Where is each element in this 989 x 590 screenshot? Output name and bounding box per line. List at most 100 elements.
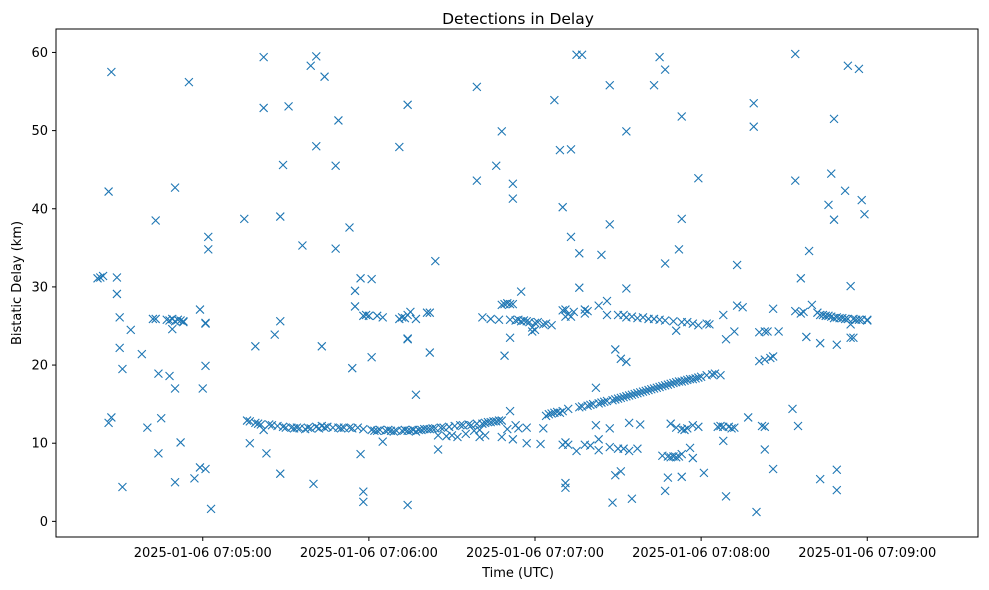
data-point-x-marker [580, 305, 590, 314]
data-point-x-marker [336, 423, 346, 433]
x-axis-label: Time (UTC) [481, 566, 554, 581]
data-point-x-marker [383, 425, 393, 435]
data-point-x-marker [641, 386, 651, 396]
data-point-x-marker [353, 423, 363, 432]
data-point-x-marker [345, 223, 354, 232]
data-point-x-marker [824, 311, 833, 321]
y-tick-label: 10 [31, 437, 48, 452]
data-point-x-marker [619, 392, 628, 402]
data-point-x-marker [106, 413, 116, 422]
data-point-x-marker [743, 413, 753, 422]
data-point-x-marker [688, 420, 698, 430]
data-point-x-marker [530, 318, 540, 328]
data-point-x-marker [522, 438, 532, 448]
data-point-x-marker [716, 421, 725, 431]
data-point-x-marker [245, 438, 255, 448]
data-point-x-marker [702, 319, 712, 329]
data-point-x-marker [112, 273, 122, 282]
x-tick-label: 2025-01-06 07:06:00 [300, 546, 438, 561]
data-point-x-marker [849, 333, 858, 343]
data-point-x-marker [563, 404, 573, 414]
data-point-x-marker [115, 312, 125, 322]
data-point-x-marker [862, 315, 872, 325]
data-point-x-marker [718, 310, 728, 320]
data-point-x-marker [846, 281, 856, 291]
data-point-x-marker [533, 317, 543, 327]
data-point-x-marker [585, 441, 595, 450]
y-tick-label: 50 [31, 124, 48, 139]
data-point-x-marker [860, 209, 869, 219]
data-point-x-marker [309, 479, 318, 489]
data-point-x-marker [406, 307, 415, 317]
data-point-x-marker [857, 195, 867, 205]
data-point-x-marker [621, 357, 631, 367]
data-point-x-marker [154, 448, 163, 458]
data-point-x-marker [167, 324, 177, 334]
data-point-x-marker [660, 380, 670, 390]
data-point-x-marker [190, 473, 199, 483]
data-point-x-marker [765, 353, 775, 363]
data-point-x-marker [677, 214, 687, 224]
data-point-x-marker [602, 310, 612, 320]
data-point-x-marker [198, 384, 208, 393]
data-point-x-marker [624, 391, 634, 400]
data-point-x-marker [558, 305, 568, 315]
data-point-x-marker [455, 420, 465, 430]
data-point-x-marker [655, 52, 664, 62]
data-point-x-marker [696, 372, 706, 382]
data-point-x-marker [104, 187, 113, 196]
data-point-x-marker [478, 419, 487, 429]
data-point-x-marker [627, 390, 637, 400]
data-point-x-marker [184, 77, 194, 87]
data-point-x-marker [721, 334, 731, 344]
data-point-x-marker [799, 307, 808, 317]
data-point-x-marker [732, 301, 742, 311]
data-point-x-marker [801, 332, 811, 342]
data-point-x-marker [112, 289, 122, 299]
data-point-x-marker [605, 442, 615, 452]
data-point-x-marker [358, 424, 368, 434]
data-point-x-marker [627, 312, 637, 321]
data-point-x-marker [655, 382, 664, 392]
data-point-x-marker [270, 330, 280, 339]
data-point-x-marker [176, 438, 185, 447]
data-point-x-marker [411, 427, 421, 436]
data-point-x-marker [677, 449, 687, 459]
data-point-x-marker [633, 444, 642, 454]
data-point-x-marker [732, 260, 742, 270]
data-point-x-marker [262, 448, 271, 458]
data-point-x-marker [790, 49, 800, 59]
data-point-x-marker [508, 299, 518, 309]
data-point-x-marker [372, 426, 382, 436]
data-point-x-marker [311, 141, 321, 151]
data-point-x-marker [594, 445, 604, 455]
data-point-x-marker [605, 423, 615, 433]
data-point-x-marker [358, 497, 368, 507]
data-point-x-marker [519, 316, 529, 325]
data-point-x-marker [425, 308, 435, 318]
data-point-x-marker [707, 370, 717, 379]
y-tick-label: 60 [31, 46, 48, 61]
data-point-x-marker [583, 401, 592, 411]
data-point-x-marker [403, 334, 413, 344]
data-point-x-marker [320, 423, 329, 432]
data-point-x-marker [677, 377, 687, 386]
y-tick-label: 20 [31, 359, 48, 374]
data-point-x-marker [541, 411, 551, 421]
data-point-x-marker [619, 444, 628, 454]
data-point-x-marker [691, 373, 700, 383]
data-point-x-marker [478, 312, 487, 322]
data-point-x-marker [361, 310, 371, 320]
data-point-x-marker [536, 439, 545, 449]
data-point-x-marker [594, 434, 604, 444]
data-point-x-marker [165, 371, 174, 381]
x-tick-label: 2025-01-06 07:09:00 [798, 546, 936, 561]
data-point-x-marker [705, 320, 714, 329]
data-point-x-marker [832, 465, 842, 475]
data-point-x-marker [635, 388, 645, 397]
data-point-x-marker [203, 232, 213, 242]
data-point-x-marker [425, 348, 435, 357]
data-point-x-marker [790, 176, 800, 186]
x-axis: 2025-01-06 07:05:00 2025-01-06 07:06:00 20… [134, 537, 936, 561]
data-point-x-marker [358, 487, 368, 497]
